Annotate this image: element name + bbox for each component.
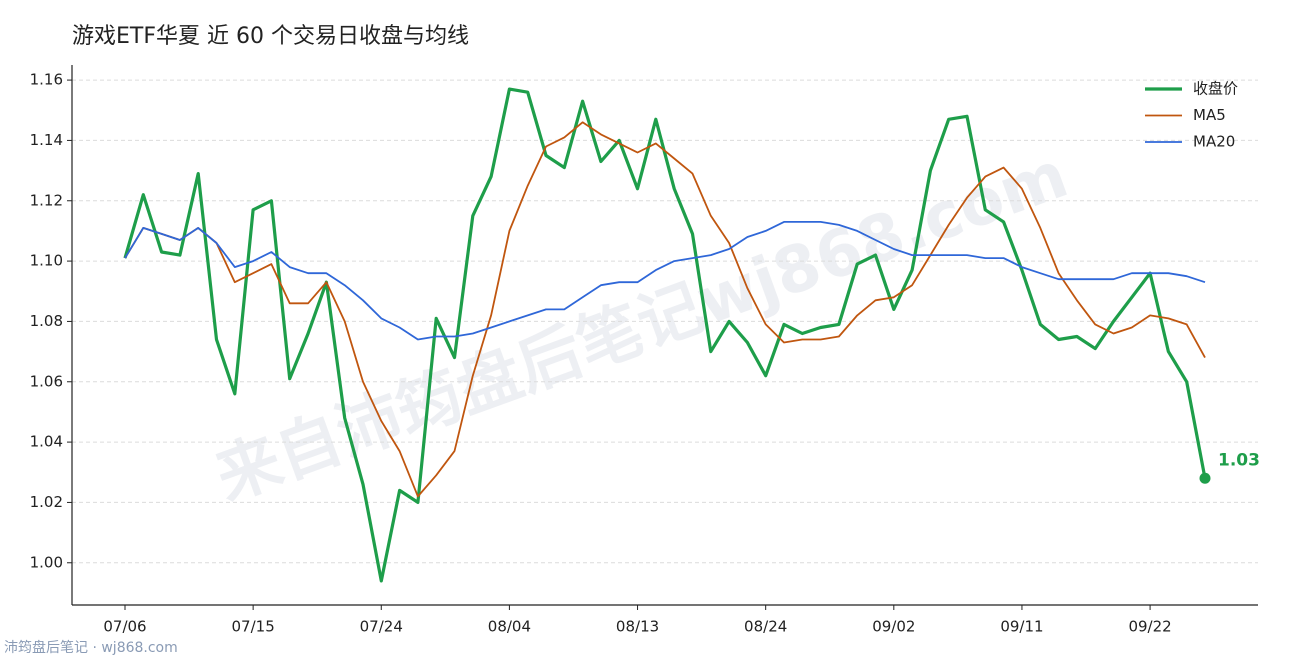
x-tick-label: 08/24 [744, 618, 787, 636]
x-tick-label: 08/13 [616, 618, 659, 636]
x-tick-label: 07/15 [232, 618, 275, 636]
legend-label: 收盘价 [1193, 80, 1238, 98]
x-tick-label: 07/06 [103, 618, 146, 636]
x-tick-label: 09/02 [872, 618, 915, 636]
x-tick-label: 07/24 [360, 618, 403, 636]
legend-label: MA20 [1193, 133, 1235, 151]
y-tick-label: 1.06 [30, 372, 63, 390]
y-tick-label: 1.14 [30, 131, 63, 149]
line-series [124, 221, 1206, 341]
y-tick-label: 1.02 [30, 493, 63, 511]
end-marker [1199, 472, 1211, 484]
y-tick-label: 1.08 [30, 312, 63, 330]
footer: 沛筠盘后笔记 · wj868.com [4, 639, 178, 656]
x-tick-label: 09/22 [1128, 618, 1171, 636]
line-series [124, 121, 1206, 498]
chart-title: 游戏ETF华夏 近 60 个交易日收盘与均线 [72, 24, 469, 49]
line-series [123, 87, 1207, 583]
y-tick-label: 1.12 [30, 191, 63, 209]
y-tick-label: 1.16 [30, 71, 63, 89]
y-tick-label: 1.10 [30, 252, 63, 270]
x-tick-label: 08/04 [488, 618, 531, 636]
watermark: 来自沛筠盘后笔记wj868.com [207, 138, 1078, 515]
value-label: 1.03 [1218, 450, 1260, 470]
legend-label: MA5 [1193, 106, 1226, 124]
x-tick-label: 09/11 [1000, 618, 1043, 636]
y-tick-label: 1.04 [30, 433, 63, 451]
y-tick-label: 1.00 [30, 553, 63, 571]
